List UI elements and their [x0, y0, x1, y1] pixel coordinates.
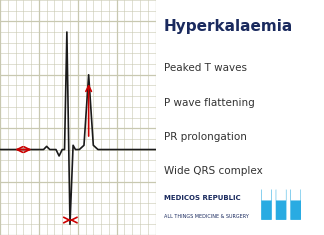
Text: P wave flattening: P wave flattening	[164, 98, 255, 108]
Text: ALL THINGS MEDICINE & SURGERY: ALL THINGS MEDICINE & SURGERY	[164, 214, 249, 219]
FancyBboxPatch shape	[276, 189, 286, 220]
FancyBboxPatch shape	[262, 188, 272, 200]
FancyBboxPatch shape	[291, 188, 300, 200]
FancyBboxPatch shape	[290, 189, 301, 220]
Text: Hyperkalaemia: Hyperkalaemia	[164, 19, 293, 34]
Text: Peaked T waves: Peaked T waves	[164, 63, 247, 74]
FancyBboxPatch shape	[261, 189, 272, 220]
Text: MEDICOS REPUBLIC: MEDICOS REPUBLIC	[164, 195, 240, 201]
Text: Wide QRS complex: Wide QRS complex	[164, 166, 263, 176]
Text: PR prolongation: PR prolongation	[164, 132, 247, 142]
FancyBboxPatch shape	[276, 188, 286, 200]
